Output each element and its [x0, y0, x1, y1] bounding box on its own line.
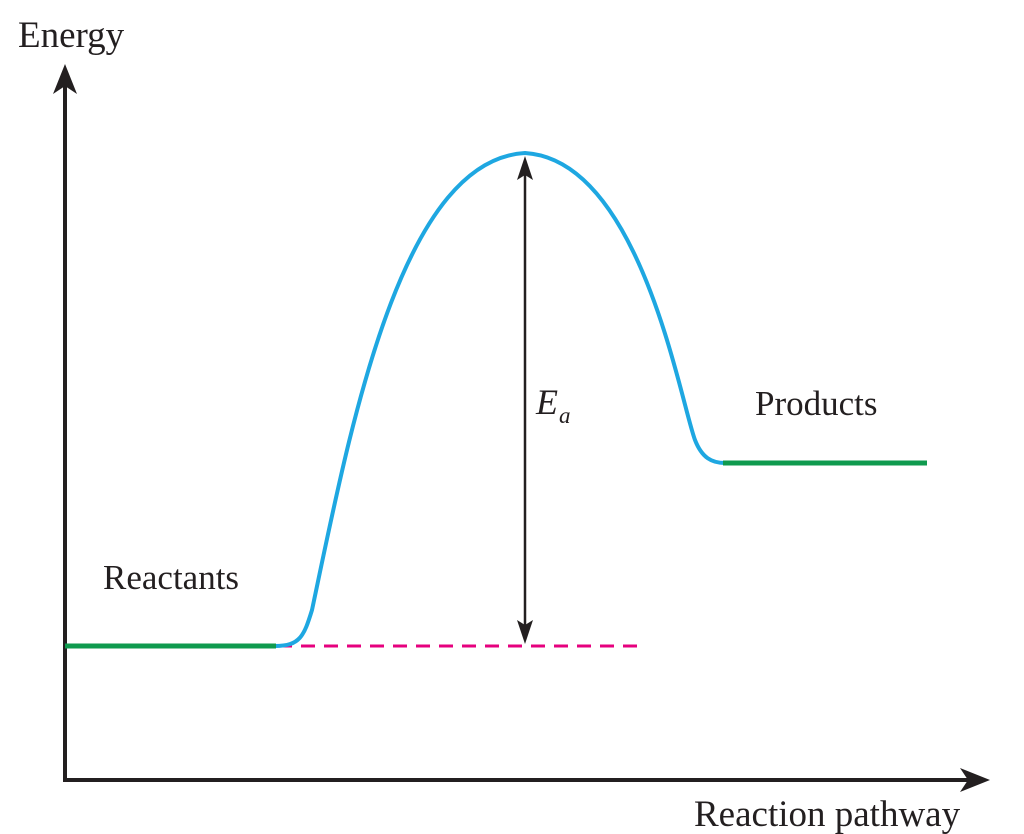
activation-energy-arrowhead-top — [517, 156, 533, 180]
activation-energy-label: Ea — [535, 382, 571, 428]
activation-energy-arrowhead-bottom — [517, 620, 533, 644]
products-label: Products — [755, 384, 878, 423]
y-axis-label: Energy — [18, 15, 125, 56]
y-axis-arrowhead — [53, 64, 77, 94]
activation-energy-subscript: a — [559, 403, 571, 428]
energy-curve — [273, 150, 727, 648]
reactants-label: Reactants — [103, 558, 239, 597]
x-axis-label: Reaction pathway — [694, 794, 961, 834]
x-axis-arrowhead — [960, 768, 990, 792]
activation-energy-symbol: E — [535, 382, 558, 422]
